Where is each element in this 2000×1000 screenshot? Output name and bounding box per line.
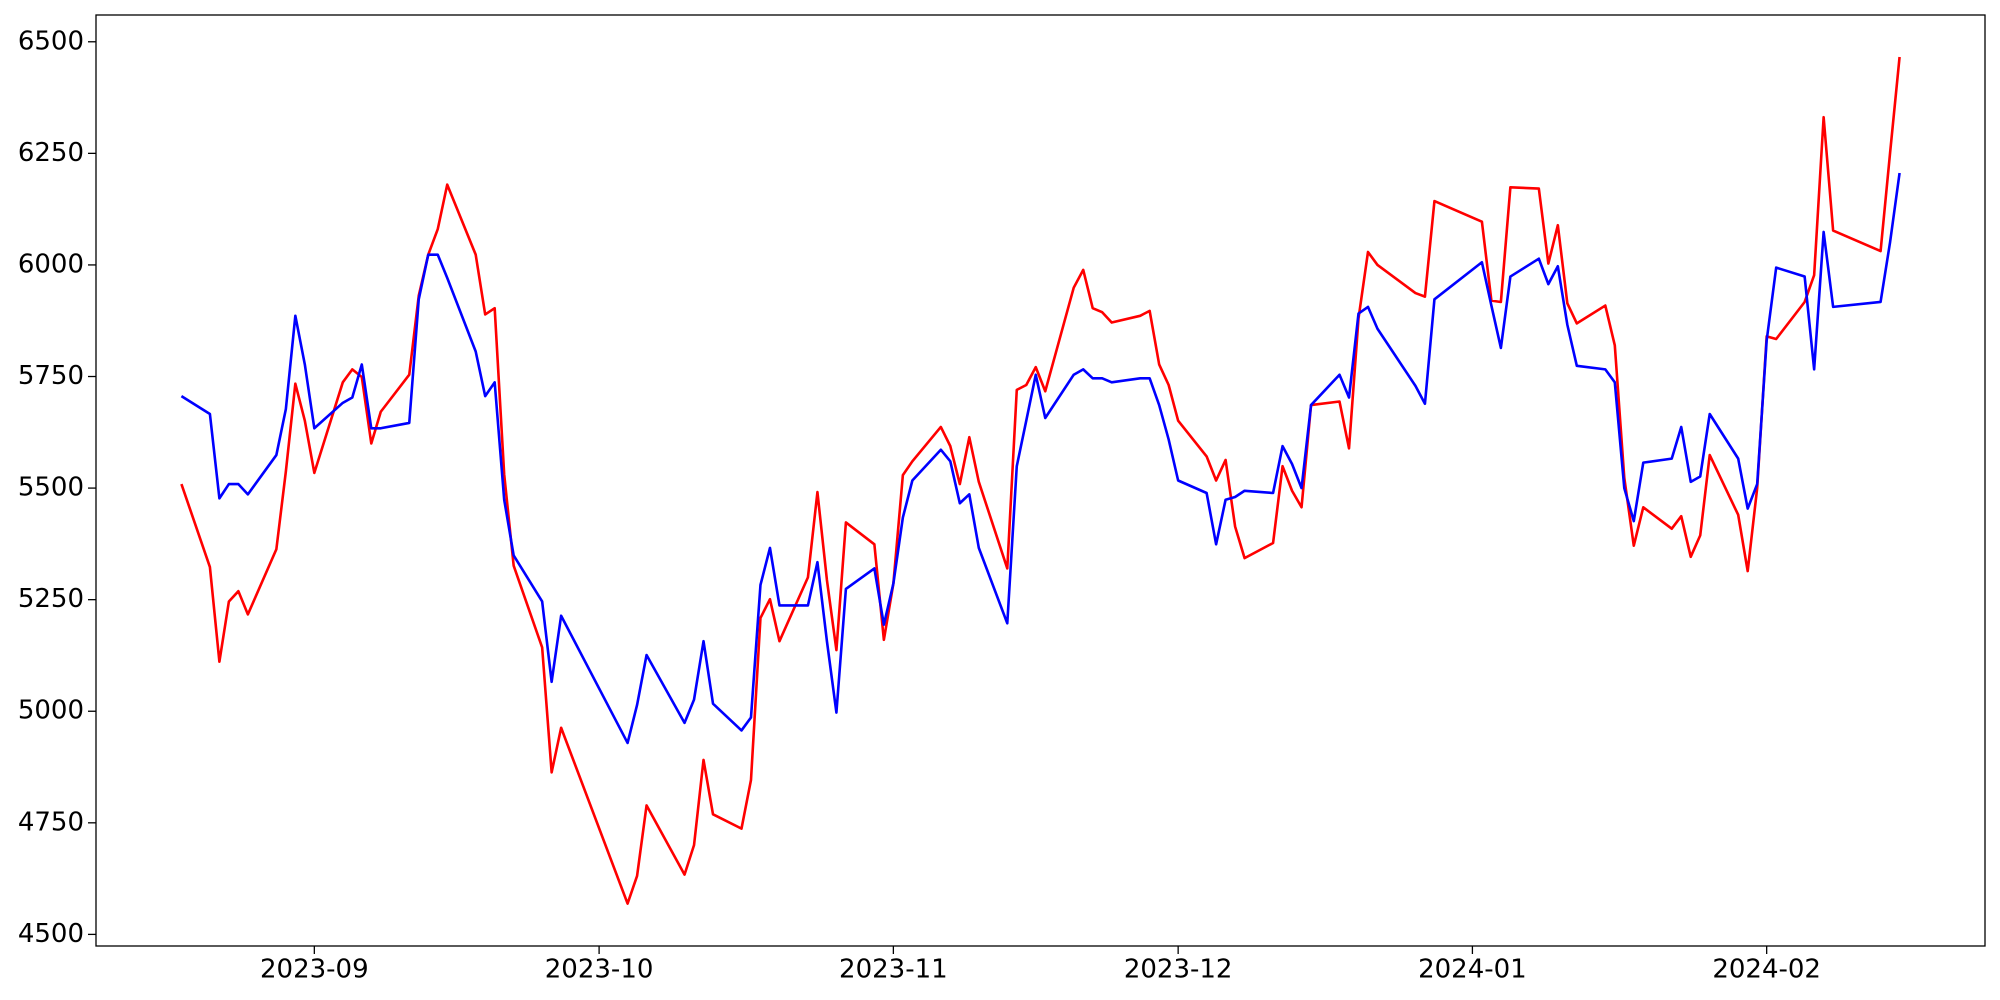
y-tick-label: 6500 (18, 26, 84, 56)
y-tick-label: 5000 (18, 696, 84, 726)
x-tick-label: 2024-02 (1712, 955, 1821, 985)
y-tick-label: 6250 (18, 138, 84, 168)
y-tick-label: 5250 (18, 584, 84, 614)
x-tick-label: 2023-11 (839, 955, 948, 985)
axes-frame (95, 14, 1986, 947)
data-line (180, 172, 1901, 745)
x-tick-label: 2024-01 (1418, 955, 1527, 985)
x-tick-label: 2023-12 (1124, 955, 1233, 985)
y-tick-label: 4750 (18, 807, 84, 837)
y-tick-label: 6000 (18, 249, 84, 279)
x-tick-label: 2023-10 (545, 955, 654, 985)
y-tick-label: 5750 (18, 361, 84, 391)
x-tick-label: 2023-09 (260, 955, 369, 985)
y-tick-label: 5500 (18, 473, 84, 503)
data-line (180, 56, 1901, 905)
y-tick-label: 4500 (18, 919, 84, 949)
